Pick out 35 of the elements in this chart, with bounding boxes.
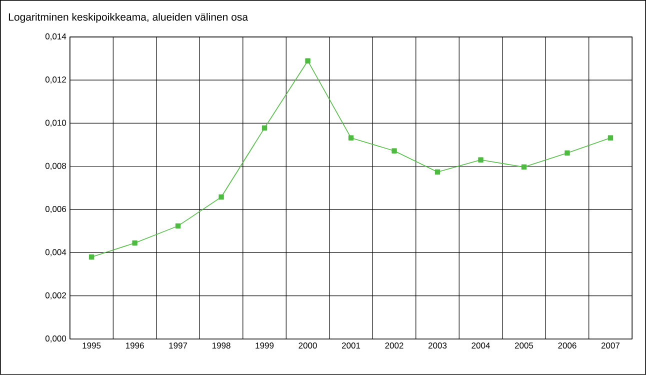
y-tick-label: 0,002 <box>45 292 66 300</box>
x-tick-label: 1996 <box>126 342 144 349</box>
point <box>392 148 397 154</box>
x-tick-label: 1999 <box>256 342 274 349</box>
point <box>521 164 527 170</box>
point <box>305 58 310 64</box>
x-tick-label: 1995 <box>82 342 101 349</box>
point <box>218 194 224 200</box>
x-tick-label: 2003 <box>428 342 447 349</box>
x-tick-label: 2000 <box>298 342 317 349</box>
x-tick-label: 2004 <box>472 342 490 349</box>
x-tick-label: 1998 <box>212 342 230 349</box>
point <box>175 223 181 229</box>
point <box>564 150 570 156</box>
point <box>88 254 94 260</box>
point <box>434 169 440 175</box>
point <box>608 135 614 141</box>
y-tick-label: 0,012 <box>45 76 66 84</box>
y-tick-label: 0,010 <box>45 120 66 127</box>
y-tick-label: 0,004 <box>45 249 66 256</box>
point <box>348 135 354 141</box>
x-tick-label: 2007 <box>601 342 620 349</box>
chart-title: Logaritminen keskipoikkeama, alueiden välinen osa <box>8 13 248 23</box>
x-tick-label: 2001 <box>342 342 360 349</box>
point <box>132 240 138 246</box>
y-tick-label: 0,014 <box>45 33 66 40</box>
x-tick-label: 1997 <box>169 342 188 349</box>
point <box>478 157 484 163</box>
x-tick-label: 2002 <box>385 342 404 349</box>
x-tick-label: 2006 <box>558 342 576 349</box>
x-tick-label: 2005 <box>514 342 534 349</box>
y-tick-label: 0,006 <box>45 206 66 214</box>
y-tick-label: 0,008 <box>45 162 66 170</box>
y-tick-label: 0,000 <box>45 336 66 343</box>
point <box>262 125 268 131</box>
